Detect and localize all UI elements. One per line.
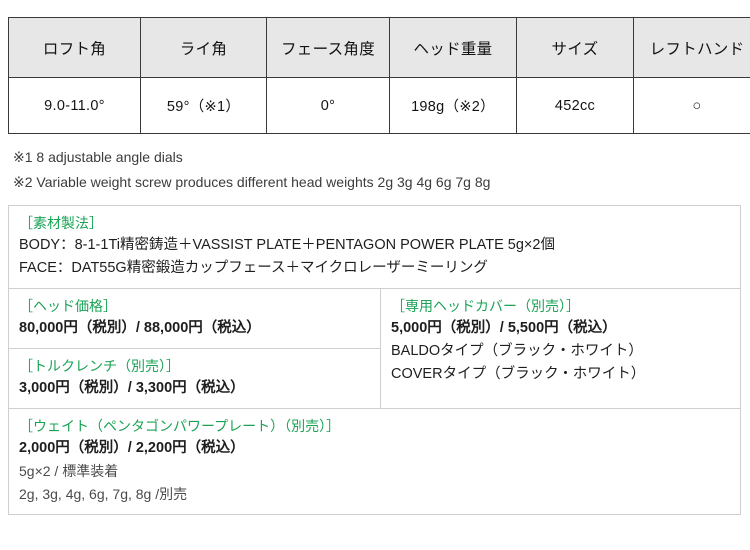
section-prices: ［ヘッド価格］ 80,000円（税別）/ 88,000円（税込） ［トルクレンチ… — [9, 289, 740, 409]
section-head-price: ［ヘッド価格］ 80,000円（税別）/ 88,000円（税込） — [9, 289, 380, 349]
section-weight: ［ウェイト（ペンタゴンパワープレート）（別売）］ 2,000円（税別）/ 2,2… — [9, 409, 740, 514]
column-header-face-angle: フェース角度 — [267, 18, 390, 78]
head-cover-type-baldo: BALDOタイプ（ブラック・ホワイト） — [391, 340, 730, 363]
specification-table: ロフト角 ライ角 フェース角度 ヘッド重量 サイズ レフトハンド 9.0-11.… — [8, 17, 750, 134]
head-cover-heading: ［専用ヘッドカバー（別売）］ — [391, 295, 730, 317]
price-column-right: ［専用ヘッドカバー（別売）］ 5,000円（税別）/ 5,500円（税込） BA… — [381, 289, 740, 408]
column-header-loft-angle: ロフト角 — [9, 18, 141, 78]
section-material: ［素材製法］ BODY：8-1-1Ti精密鋳造＋VASSIST PLATE＋PE… — [9, 206, 740, 289]
column-header-lie-angle: ライ角 — [141, 18, 267, 78]
spec-sheet-page: ロフト角 ライ角 フェース角度 ヘッド重量 サイズ レフトハンド 9.0-11.… — [0, 17, 750, 550]
material-face-line: FACE：DAT55G精密鍛造カップフェース＋マイクロレーザーミーリング — [19, 257, 730, 280]
torque-wrench-heading: ［トルクレンチ（別売）］ — [19, 355, 370, 377]
cell-face-angle: 0° — [267, 78, 390, 134]
section-torque-wrench: ［トルクレンチ（別売）］ 3,000円（税別）/ 3,300円（税込） — [9, 349, 380, 408]
cell-left-hand: ○ — [634, 78, 750, 134]
table-header-row: ロフト角 ライ角 フェース角度 ヘッド重量 サイズ レフトハンド — [9, 18, 750, 78]
weight-standard: 5g×2 / 標準装着 — [19, 460, 730, 483]
footnotes: ※1 8 adjustable angle dials ※2 Variable … — [8, 145, 742, 195]
footnote-2: ※2 Variable weight screw produces differ… — [13, 170, 742, 195]
head-price-value: 80,000円（税別）/ 88,000円（税込） — [19, 317, 370, 340]
weight-price-value: 2,000円（税別）/ 2,200円（税込） — [19, 437, 730, 460]
torque-wrench-value: 3,000円（税別）/ 3,300円（税込） — [19, 377, 370, 400]
weight-options: 2g, 3g, 4g, 6g, 7g, 8g /別売 — [19, 483, 730, 506]
cell-lie-angle: 59°（※1） — [141, 78, 267, 134]
column-header-left-hand: レフトハンド — [634, 18, 750, 78]
column-header-head-weight: ヘッド重量 — [390, 18, 517, 78]
head-cover-value: 5,000円（税別）/ 5,500円（税込） — [391, 317, 730, 340]
column-header-size: サイズ — [517, 18, 634, 78]
head-price-heading: ［ヘッド価格］ — [19, 295, 370, 317]
material-heading: ［素材製法］ — [19, 212, 730, 234]
cell-size: 452cc — [517, 78, 634, 134]
cell-head-weight: 198g（※2） — [390, 78, 517, 134]
head-cover-type-cover: COVERタイプ（ブラック・ホワイト） — [391, 363, 730, 386]
footnote-1: ※1 8 adjustable angle dials — [13, 145, 742, 170]
price-column-left: ［ヘッド価格］ 80,000円（税別）/ 88,000円（税込） ［トルクレンチ… — [9, 289, 381, 408]
cell-loft-angle: 9.0-11.0° — [9, 78, 141, 134]
table-row: 9.0-11.0° 59°（※1） 0° 198g（※2） 452cc ○ — [9, 78, 750, 134]
weight-heading: ［ウェイト（ペンタゴンパワープレート）（別売）］ — [19, 415, 730, 437]
material-body-line: BODY：8-1-1Ti精密鋳造＋VASSIST PLATE＋PENTAGON … — [19, 234, 730, 257]
detail-panel: ［素材製法］ BODY：8-1-1Ti精密鋳造＋VASSIST PLATE＋PE… — [8, 205, 741, 515]
